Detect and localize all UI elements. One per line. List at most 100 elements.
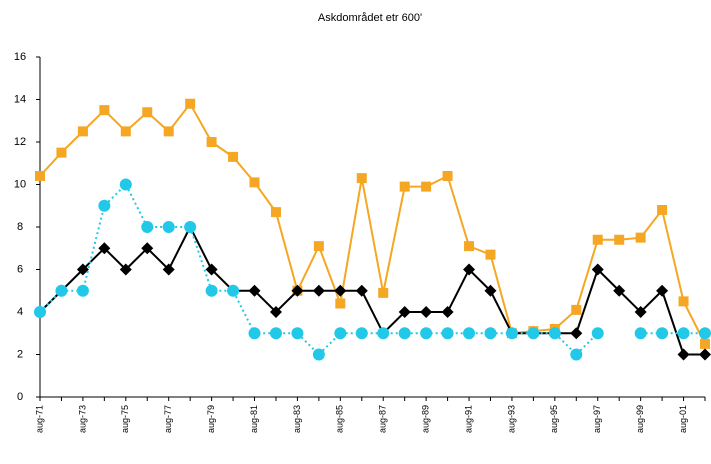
marker xyxy=(699,327,711,340)
marker xyxy=(571,304,582,315)
series-line xyxy=(39,182,599,356)
marker xyxy=(141,242,154,255)
marker xyxy=(34,306,46,318)
y-tick-label: 14 xyxy=(14,93,26,105)
marker xyxy=(248,284,261,297)
marker xyxy=(356,173,367,184)
marker xyxy=(463,263,476,276)
y-tick-label: 8 xyxy=(17,221,23,233)
marker xyxy=(119,263,132,276)
marker xyxy=(98,242,111,255)
marker xyxy=(76,263,89,276)
marker xyxy=(398,327,411,340)
marker xyxy=(185,98,196,109)
marker xyxy=(162,263,175,276)
marker xyxy=(527,327,540,340)
marker xyxy=(312,284,325,297)
marker xyxy=(119,178,132,191)
marker xyxy=(591,327,604,340)
marker xyxy=(269,306,282,318)
x-tick-label: aug-77 xyxy=(163,405,173,433)
marker xyxy=(399,181,410,192)
x-tick-label: aug-85 xyxy=(335,405,345,433)
marker xyxy=(270,207,281,218)
marker xyxy=(700,338,710,349)
marker xyxy=(634,327,647,340)
marker xyxy=(77,126,88,137)
marker xyxy=(141,221,154,233)
marker xyxy=(420,327,433,340)
marker xyxy=(421,181,432,192)
marker xyxy=(120,126,131,137)
marker xyxy=(248,327,261,340)
marker xyxy=(592,234,603,245)
x-tick-label: aug-97 xyxy=(592,405,602,433)
marker xyxy=(377,327,390,340)
marker xyxy=(162,221,175,233)
marker xyxy=(613,284,626,297)
marker xyxy=(485,249,496,260)
marker xyxy=(205,263,218,276)
x-tick-label: aug-73 xyxy=(77,405,87,433)
marker xyxy=(677,348,690,361)
x-tick-label: aug-93 xyxy=(506,405,516,433)
marker xyxy=(291,327,304,340)
marker xyxy=(76,284,89,297)
marker xyxy=(441,327,454,340)
series-line xyxy=(39,101,706,345)
y-tick-label: 4 xyxy=(17,306,23,318)
marker xyxy=(355,327,368,340)
marker xyxy=(548,327,561,340)
x-tick-label: aug-99 xyxy=(635,405,645,433)
marker xyxy=(312,348,325,361)
marker xyxy=(678,296,689,307)
x-tick-label: aug-83 xyxy=(292,405,302,433)
marker xyxy=(656,284,669,297)
marker xyxy=(98,199,111,212)
marker xyxy=(441,306,454,318)
marker xyxy=(635,232,646,243)
marker xyxy=(291,284,304,297)
marker xyxy=(205,284,218,297)
marker xyxy=(484,284,497,297)
x-tick-label: aug-89 xyxy=(421,405,431,433)
marker xyxy=(334,284,347,297)
x-tick-label: aug-71 xyxy=(34,405,44,433)
marker xyxy=(269,327,282,340)
y-tick-label: 6 xyxy=(17,263,23,275)
marker xyxy=(35,171,45,181)
marker xyxy=(334,327,347,340)
x-tick-label: aug-01 xyxy=(678,405,688,433)
marker xyxy=(591,263,604,276)
marker xyxy=(55,284,68,297)
marker xyxy=(657,205,668,215)
marker xyxy=(228,151,239,162)
marker xyxy=(56,147,67,158)
marker xyxy=(420,306,433,318)
marker xyxy=(378,287,389,298)
marker xyxy=(570,348,583,361)
marker xyxy=(442,171,453,181)
y-tick-label: 16 xyxy=(14,51,26,63)
x-tick-label: aug-87 xyxy=(378,405,388,433)
marker xyxy=(570,327,583,340)
marker xyxy=(355,284,368,297)
marker xyxy=(335,298,346,309)
marker xyxy=(484,327,497,340)
marker xyxy=(249,177,260,188)
x-tick-label: aug-95 xyxy=(549,405,559,433)
marker xyxy=(656,327,669,340)
marker xyxy=(227,284,240,297)
marker xyxy=(398,306,411,318)
x-tick-label: aug-79 xyxy=(206,405,216,433)
marker xyxy=(614,234,625,245)
marker xyxy=(505,327,518,340)
marker xyxy=(142,107,153,118)
y-tick-label: 0 xyxy=(17,391,23,403)
marker xyxy=(184,221,197,233)
marker xyxy=(206,137,217,147)
x-tick-label: aug-75 xyxy=(120,405,130,433)
marker xyxy=(463,327,476,340)
y-tick-label: 2 xyxy=(17,348,23,360)
